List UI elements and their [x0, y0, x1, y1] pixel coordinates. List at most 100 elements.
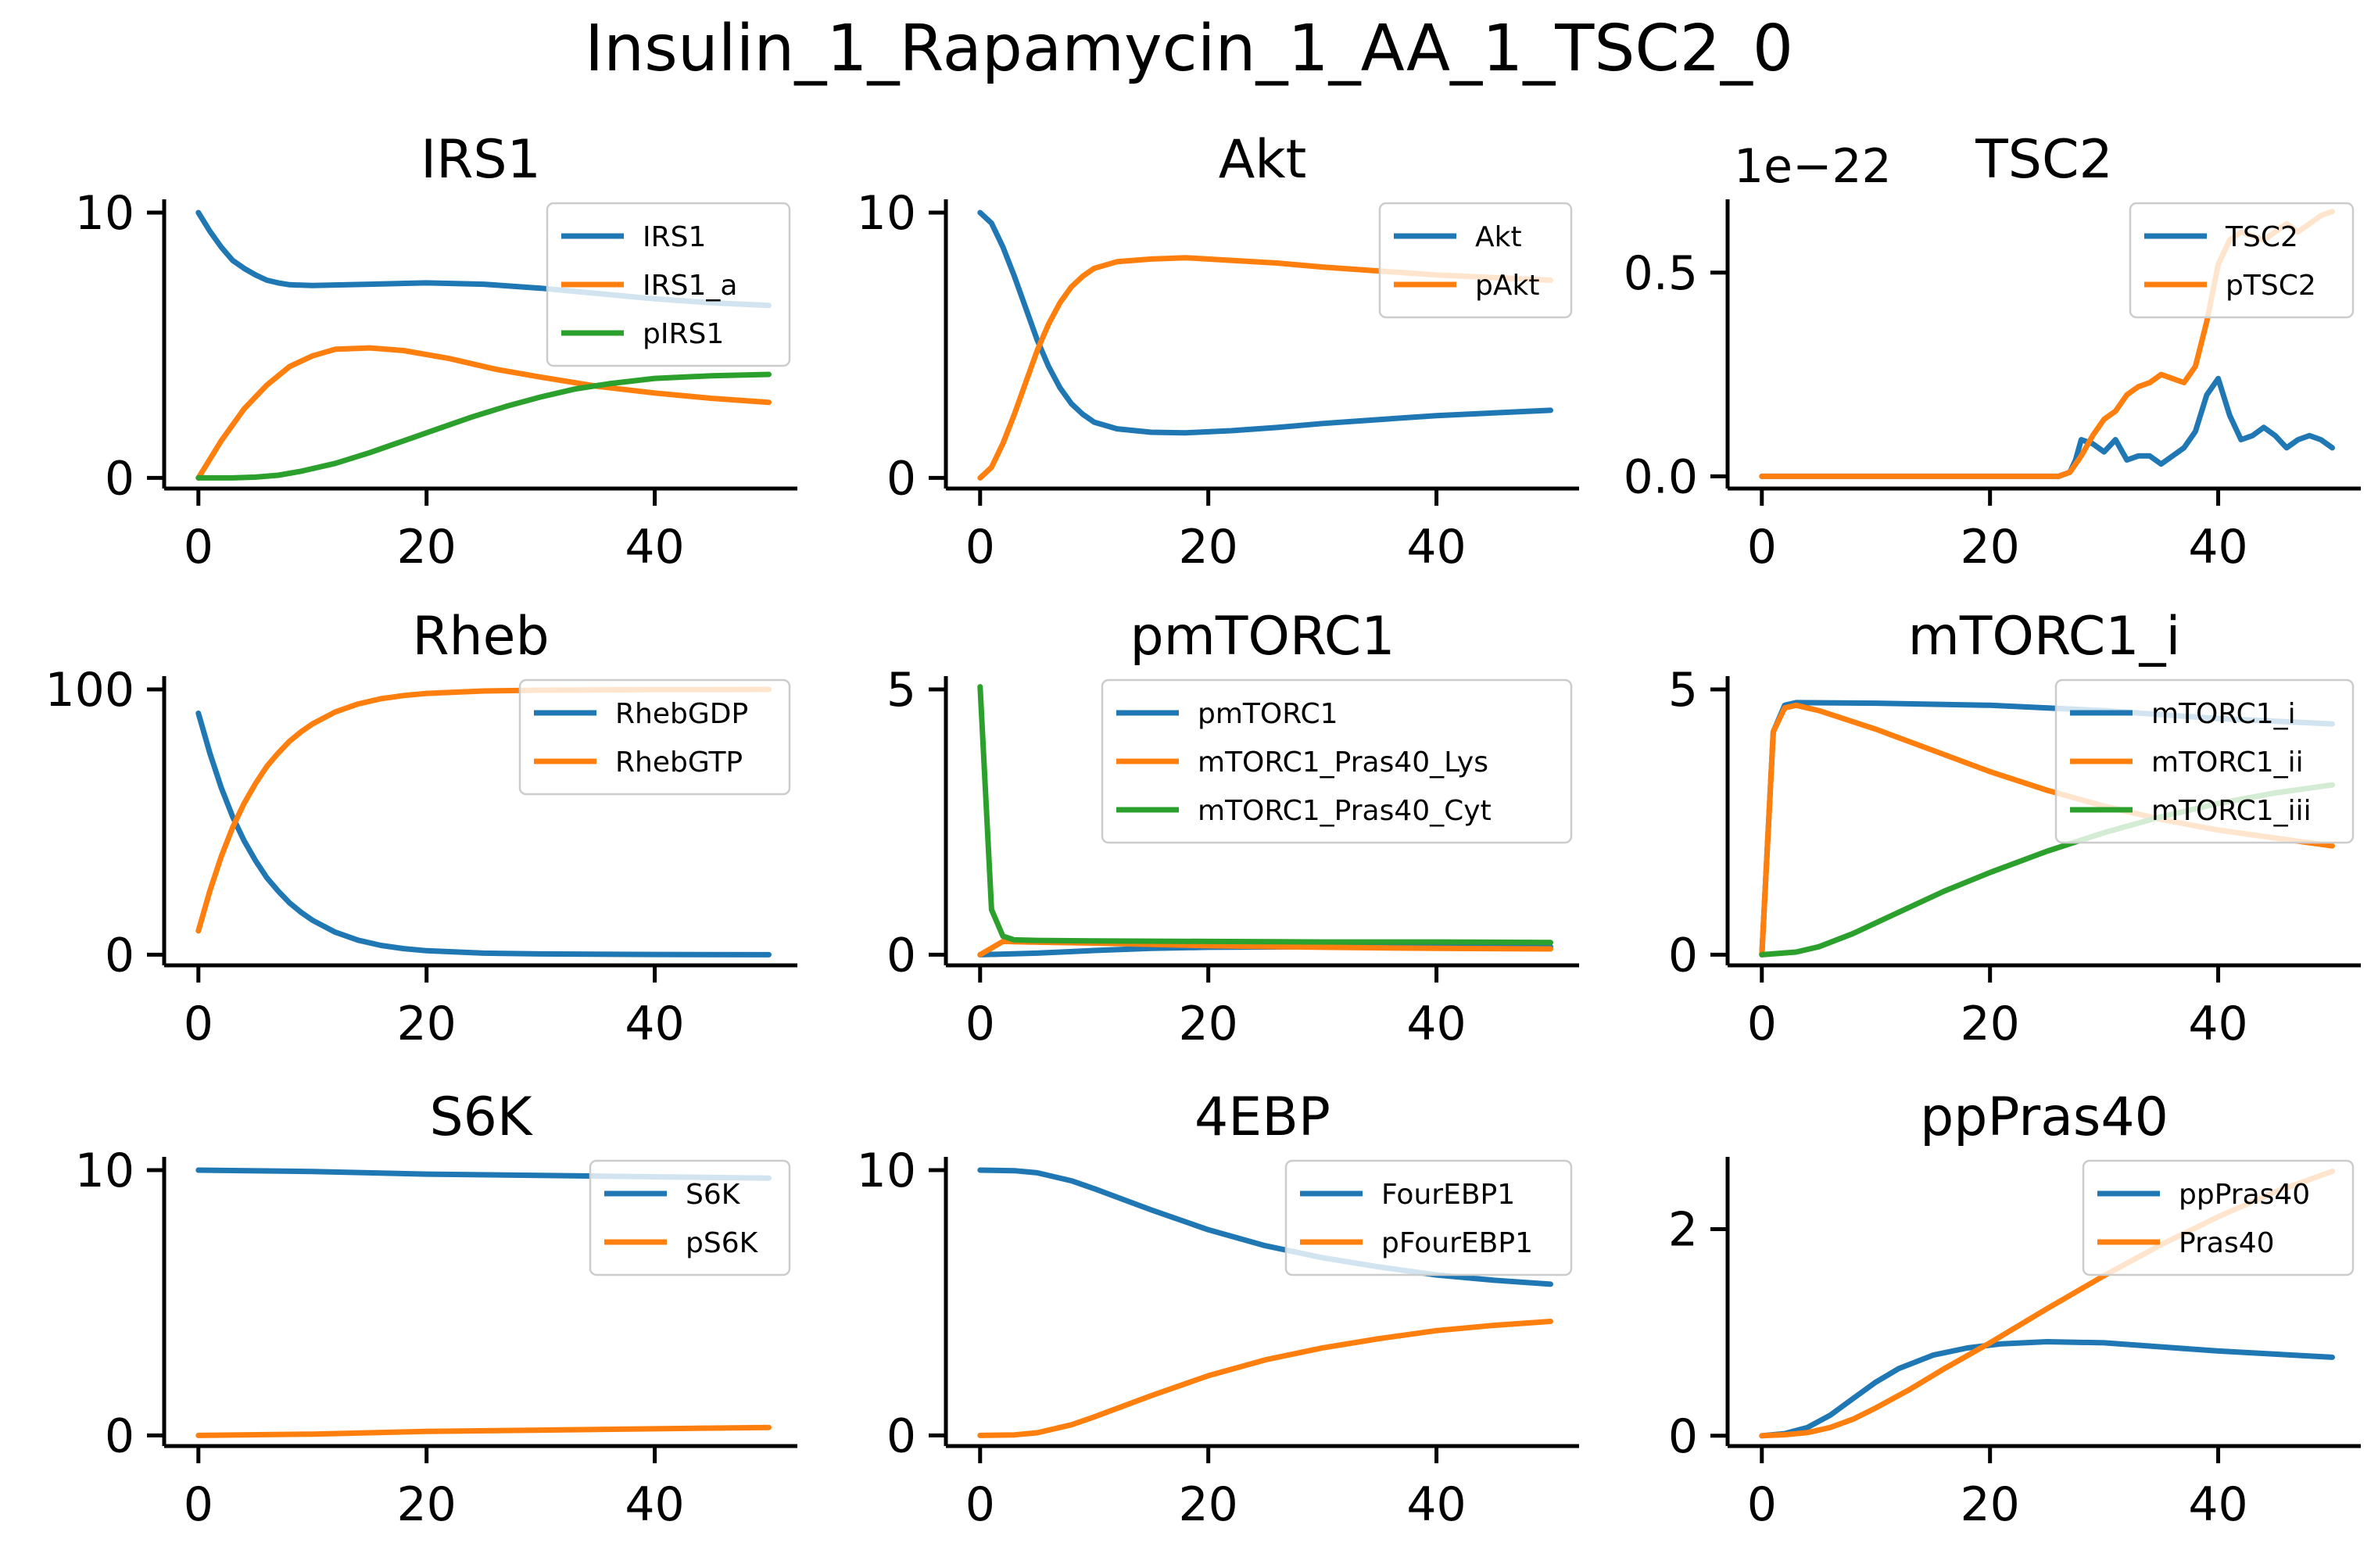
x-tick-label: 40: [625, 520, 684, 575]
y-tick-label: 10: [857, 186, 916, 241]
series-line-pirs1: [195, 371, 772, 481]
x-tick-label: 20: [1178, 997, 1237, 1051]
x-tick-label: 20: [396, 520, 456, 575]
legend-label: pFourEBP1: [1381, 1227, 1533, 1259]
y-tick-label: 0: [1668, 928, 1698, 983]
legend-label: FourEBP1: [1381, 1179, 1515, 1211]
subplot-title: TSC2: [1975, 129, 2112, 191]
x-tick-label: 0: [1747, 520, 1777, 575]
legend-label: TSC2: [2225, 221, 2298, 253]
legend-frame: [1101, 678, 1573, 844]
series-line-tsc2: [1759, 375, 2335, 479]
subplot-4ebp: 4EBP 0 20 40 0 10 FourEBP1 pFourEBP1: [857, 1087, 1579, 1532]
x-tick-label: 20: [396, 997, 456, 1051]
legend-label: S6K: [686, 1179, 741, 1211]
subplot-title: Akt: [1219, 129, 1307, 191]
series-group: [977, 209, 1553, 481]
legend-label: mTORC1_i: [2151, 698, 2296, 730]
x-tick-label: 40: [625, 997, 684, 1051]
legend-label: mTORC1_Pras40_Cyt: [1198, 795, 1492, 827]
legend: TSC2 pTSC2: [2129, 202, 2355, 319]
y-tick-label: 10: [75, 1144, 134, 1198]
legend-label: pS6K: [686, 1227, 759, 1259]
legend-label: ppPras40: [2179, 1179, 2310, 1211]
subplot-rheb: Rheb 0 20 40 0 100 RhebGDP RhebGTP: [45, 606, 797, 1051]
x-tick-label: 0: [965, 520, 995, 575]
y-tick-label: 0.0: [1624, 449, 1698, 504]
y-tick-label: 0.5: [1624, 246, 1698, 301]
series-line-mtorc1-pras40-cyt: [977, 684, 1553, 946]
legend-label: Pras40: [2179, 1227, 2275, 1259]
y-tick-label: 0: [886, 451, 916, 506]
series-line-rhebgtp: [195, 686, 772, 934]
x-tick-label: 20: [1960, 997, 2019, 1051]
x-tick-label: 40: [625, 1477, 684, 1532]
legend-label: pTSC2: [2226, 270, 2316, 302]
subplot-title: pmTORC1: [1130, 606, 1395, 668]
axis-offset-label: 1e−22: [1734, 139, 1892, 194]
subplot-irs1: IRS1 0 20 40 0 10 IRS1 IRS1_a pIRS1: [75, 129, 797, 575]
legend-label: pmTORC1: [1198, 698, 1338, 730]
legend-label: mTORC1_iii: [2151, 795, 2312, 827]
x-tick-label: 0: [1747, 1477, 1777, 1532]
subplot-pmtorc1: pmTORC1 0 20 40 0 5 pmTORC1 mTORC1_Pras40_Lys mT…: [886, 606, 1579, 1051]
y-tick-label: 5: [886, 663, 916, 718]
subplot-title: IRS1: [421, 129, 541, 191]
series-line-akt: [977, 209, 1553, 436]
legend-frame: [589, 1159, 791, 1276]
legend-label: RhebGTP: [615, 746, 743, 779]
x-tick-label: 40: [2188, 1477, 2247, 1532]
subplot-akt: Akt 0 20 40 0 10 Akt pAkt: [857, 129, 1579, 575]
subplot-pppras40: ppPras40 0 20 40 0 2 ppPras40 Pras40: [1668, 1087, 2361, 1532]
series-line-ps6k: [195, 1424, 772, 1438]
x-tick-label: 0: [184, 520, 213, 575]
y-tick-label: 0: [105, 451, 134, 506]
series-line-mtorc1-pras40-lys: [977, 938, 1553, 958]
x-tick-label: 0: [965, 1477, 995, 1532]
x-tick-label: 40: [1406, 520, 1466, 575]
legend-frame: [1284, 1159, 1573, 1276]
x-tick-label: 20: [396, 1477, 456, 1532]
y-tick-label: 2: [1668, 1203, 1698, 1258]
y-tick-label: 10: [857, 1144, 916, 1198]
legend: S6K pS6K: [589, 1159, 791, 1276]
x-tick-label: 0: [1747, 997, 1777, 1051]
x-tick-label: 40: [2188, 997, 2247, 1051]
x-tick-label: 40: [2188, 520, 2247, 575]
legend-frame: [1378, 202, 1573, 319]
x-tick-label: 20: [1178, 1477, 1237, 1532]
y-tick-label: 0: [105, 1409, 134, 1463]
subplot-title: mTORC1_i: [1908, 606, 2181, 668]
legend: FourEBP1 pFourEBP1: [1284, 1159, 1573, 1276]
y-tick-label: 100: [45, 663, 134, 718]
legend-frame: [2054, 678, 2355, 844]
series-line-pppras40: [1759, 1339, 2335, 1439]
series-group: [977, 684, 1553, 958]
subplot-s6k: S6K 0 20 40 0 10 S6K pS6K: [75, 1087, 797, 1532]
legend-frame: [518, 678, 791, 796]
figure-title: Insulin_1_Rapamycin_1_AA_1_TSC2_0: [585, 12, 1793, 86]
x-tick-label: 40: [1406, 1477, 1466, 1532]
x-tick-label: 0: [965, 997, 995, 1051]
subplot-tsc2: TSC2 0 20 40 0.0 0.5 1e−22 TSC2 pTSC2: [1624, 129, 2361, 575]
x-tick-label: 20: [1178, 520, 1237, 575]
series-line-pfourebp1: [977, 1319, 1553, 1438]
series-line-irs1-a: [195, 345, 772, 481]
legend-label: pIRS1: [643, 318, 724, 350]
legend-label: RhebGDP: [615, 698, 748, 730]
y-tick-label: 10: [75, 186, 134, 241]
legend: RhebGDP RhebGTP: [518, 678, 791, 796]
subplot-title: S6K: [429, 1087, 533, 1148]
x-tick-label: 0: [184, 1477, 213, 1532]
x-tick-label: 20: [1960, 520, 2019, 575]
legend-label: IRS1: [643, 221, 706, 253]
subplot-title: 4EBP: [1194, 1087, 1330, 1148]
legend-label: Akt: [1475, 221, 1522, 253]
y-tick-label: 0: [1668, 1409, 1698, 1464]
legend: IRS1 IRS1_a pIRS1: [546, 202, 791, 367]
y-tick-label: 5: [1668, 663, 1698, 718]
subplot-title: ppPras40: [1920, 1087, 2168, 1148]
legend-frame: [2129, 202, 2355, 319]
series-line-pakt: [977, 255, 1553, 481]
